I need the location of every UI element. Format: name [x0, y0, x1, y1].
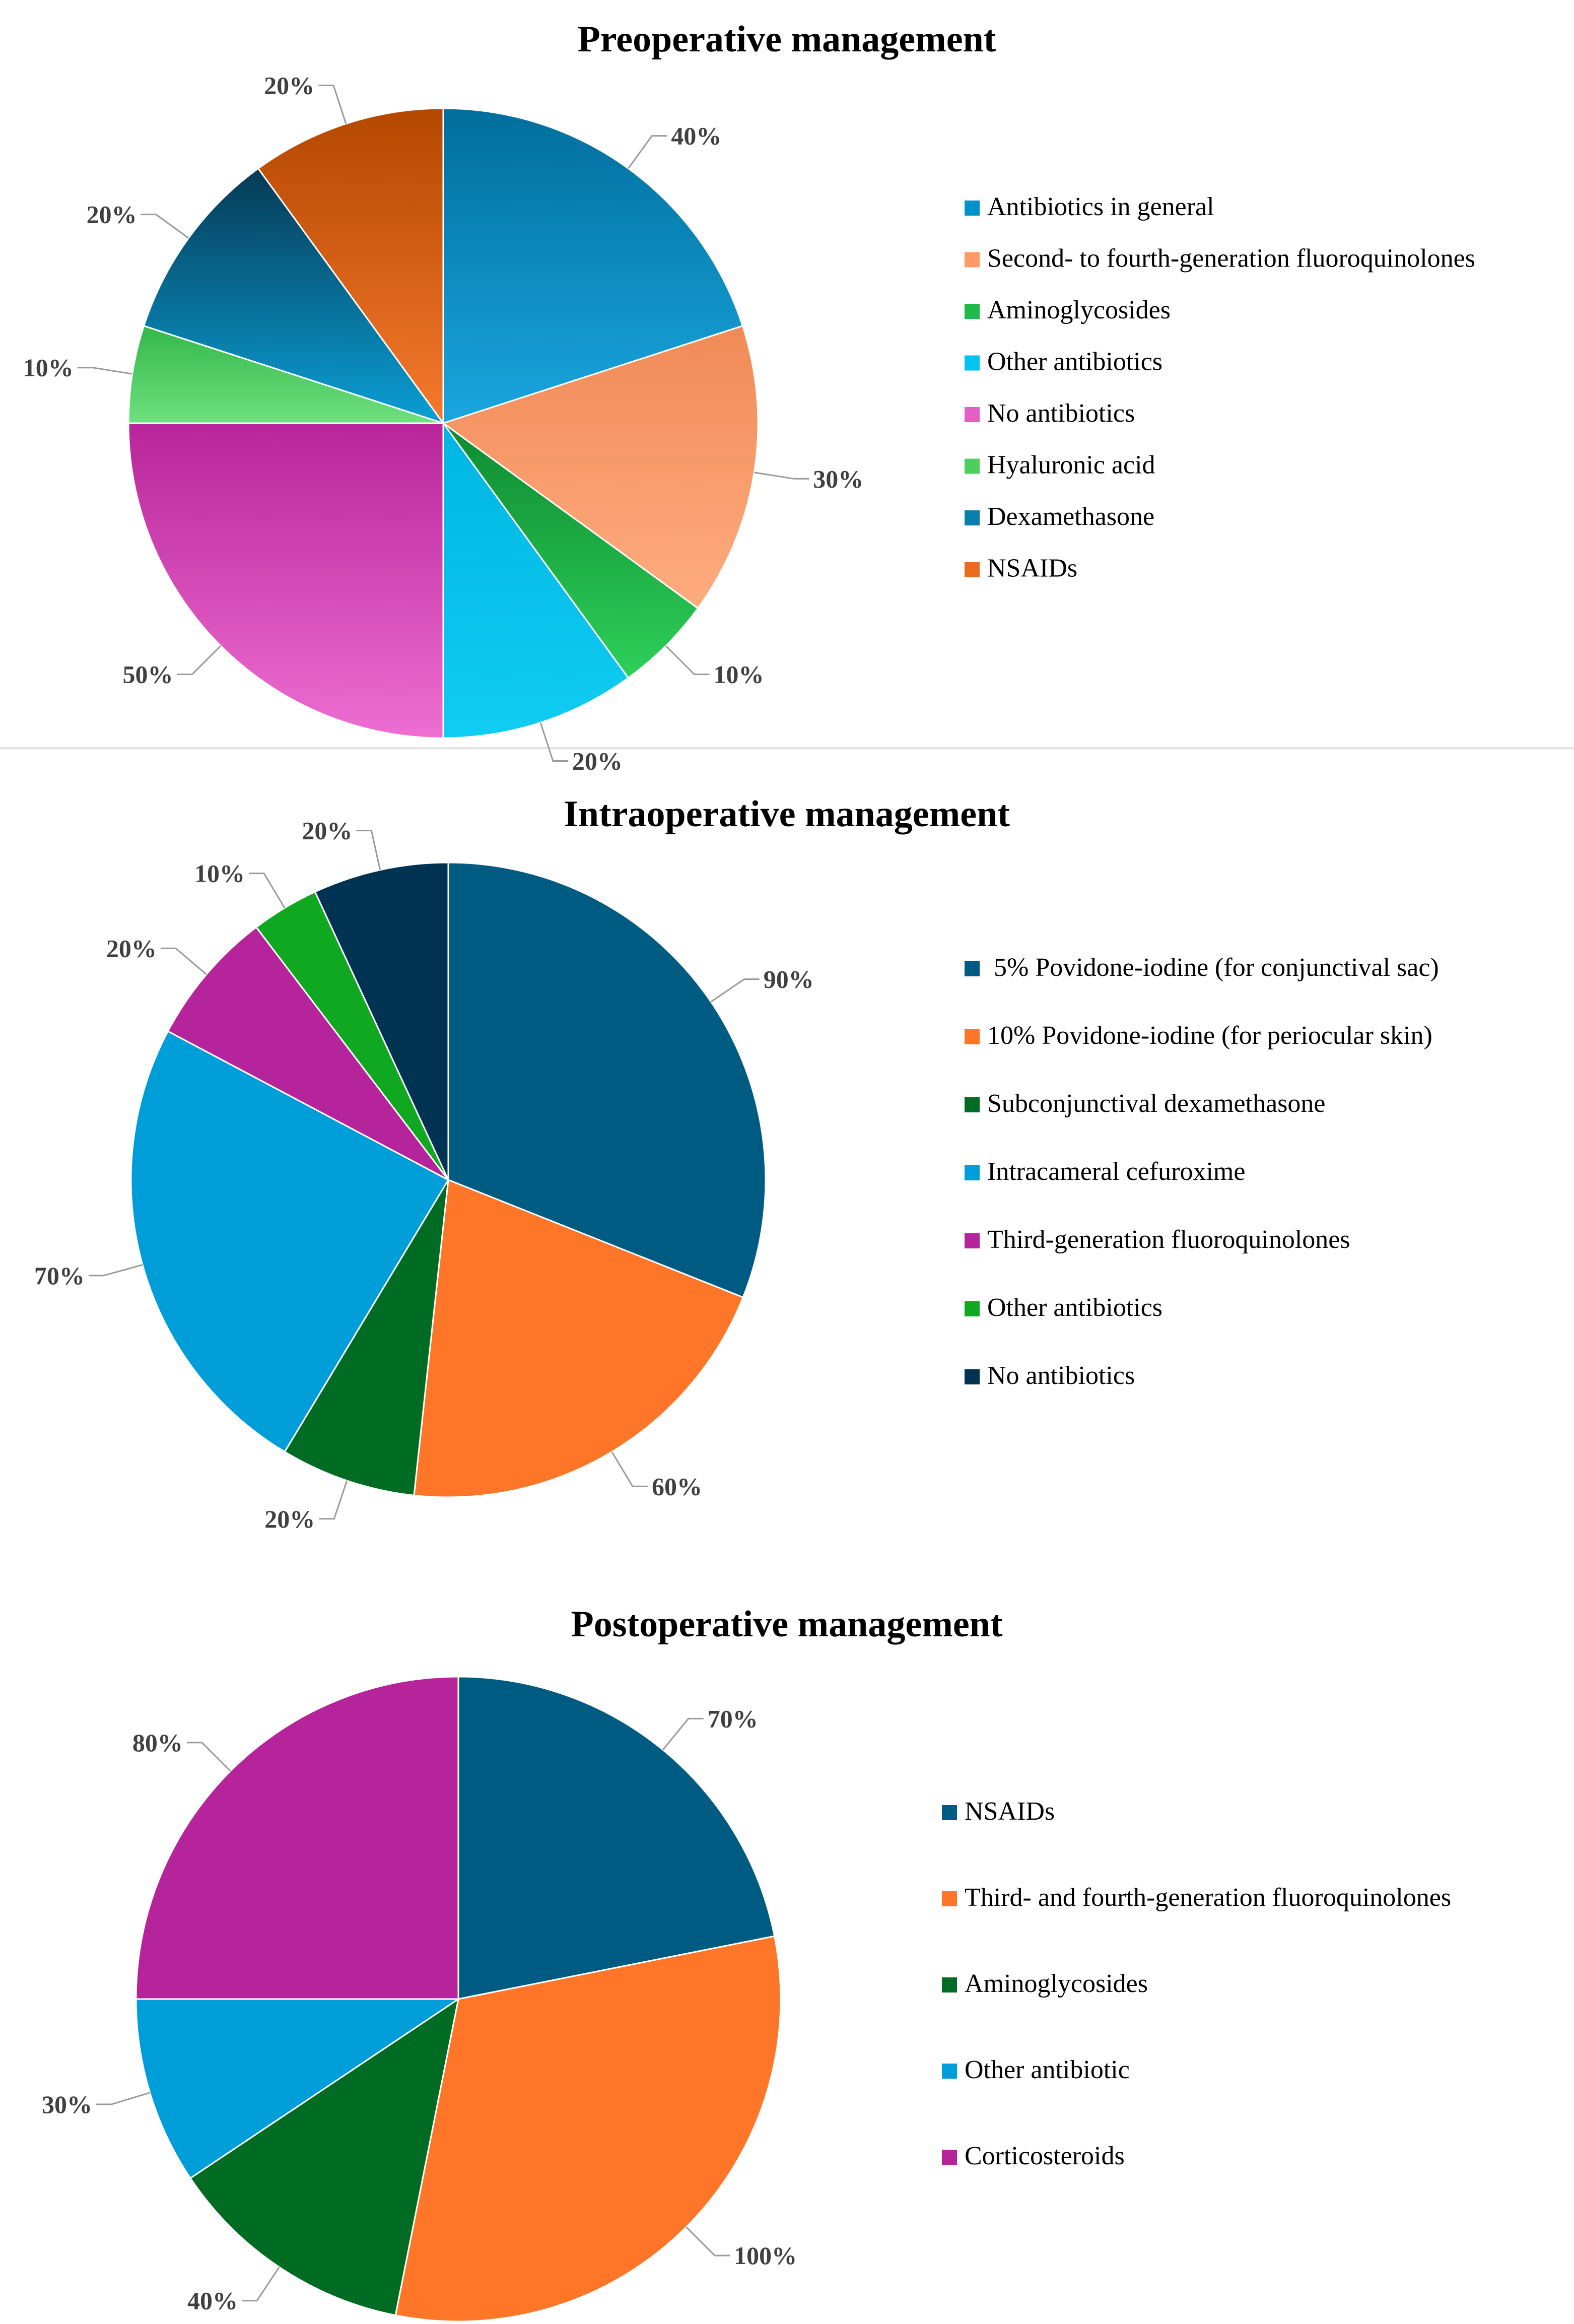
- legend-swatch: [965, 562, 980, 577]
- data-label: 30%: [813, 464, 863, 493]
- legend-label: No antibiotics: [987, 1361, 1135, 1390]
- legend-swatch: [965, 407, 980, 422]
- legend-label: Aminoglycosides: [987, 296, 1171, 324]
- legend-label: Corticosteroids: [965, 2142, 1125, 2170]
- leader-line: [249, 873, 286, 908]
- legend-swatch: [965, 1097, 980, 1112]
- legend-swatch: [965, 510, 980, 525]
- legend-swatch: [965, 304, 980, 319]
- leader-line: [356, 830, 381, 871]
- legend-swatch: [965, 201, 980, 216]
- data-label: 20%: [264, 1505, 315, 1533]
- chart-title: Preoperative management: [578, 19, 996, 60]
- legend-swatch: [942, 1805, 957, 1820]
- leader-line: [319, 1480, 348, 1520]
- leader-line: [77, 367, 132, 375]
- leader-line: [96, 2092, 151, 2105]
- legend-label: NSAIDs: [965, 1797, 1055, 1826]
- legend-label: No antibiotics: [987, 399, 1135, 428]
- pie-slice-5-povidone-iodine-for-conjunctival-sac-: [447, 861, 767, 1299]
- leader-line: [88, 1264, 143, 1277]
- data-label: 20%: [264, 72, 314, 100]
- data-label: 90%: [764, 965, 814, 993]
- leader-line: [611, 1451, 648, 1487]
- legend-label: Other antibiotics: [987, 1293, 1162, 1322]
- pie-slice-no-antibiotics: [127, 422, 444, 739]
- data-label: 70%: [34, 1261, 85, 1290]
- legend-swatch: [965, 961, 980, 976]
- leader-line: [177, 645, 222, 675]
- legend-swatch: [965, 1301, 980, 1316]
- legend-swatch: [965, 1165, 980, 1180]
- leader-line: [242, 2267, 280, 2302]
- legend-swatch: [965, 252, 980, 268]
- pie-chart-2: Intraoperative management 90% 60% 20% 70% 20%…: [34, 793, 1439, 1533]
- data-label: 20%: [572, 747, 623, 775]
- legend-label: Aminoglycosides: [965, 1969, 1148, 1998]
- pie-slice-second-to-fourth-generation-fluoroquinolones: [441, 324, 759, 610]
- leader-line: [141, 214, 189, 239]
- chart-title: Intraoperative management: [564, 793, 1010, 835]
- legend-label: NSAIDs: [987, 554, 1077, 583]
- leader-line: [539, 722, 568, 762]
- data-label: 80%: [132, 1729, 183, 1757]
- data-label: 20%: [106, 934, 157, 962]
- leader-line: [686, 2226, 730, 2256]
- legend-label: Other antibiotics: [987, 348, 1162, 376]
- data-label: 20%: [87, 201, 137, 229]
- leader-line: [710, 978, 760, 1003]
- legend-label: Third-generation fluoroquinolones: [987, 1225, 1350, 1254]
- legend-swatch: [965, 1233, 980, 1248]
- data-label: 100%: [734, 2241, 797, 2270]
- legend-swatch: [942, 1977, 957, 1993]
- legend-swatch: [942, 2150, 957, 2165]
- pie-slice-corticosteroids: [135, 1676, 459, 2000]
- legend-swatch: [942, 2064, 957, 2079]
- data-label: 40%: [671, 122, 721, 150]
- pie-slice-no-antibiotics: [314, 861, 449, 1180]
- data-label: 70%: [708, 1704, 758, 1733]
- chart-title: Postoperative management: [571, 1604, 1003, 1645]
- legend-swatch: [965, 458, 980, 474]
- leader-line: [662, 1717, 704, 1751]
- legend-label: Dexamethasone: [987, 502, 1154, 531]
- data-label: 10%: [194, 859, 245, 888]
- leader-line: [628, 135, 667, 169]
- pie-slice-third-generation-fluoroquinolones: [167, 926, 449, 1181]
- legend-swatch: [965, 1029, 980, 1044]
- pie-chart-1: Preoperative management 40% 30% 10% 20% 50% 10…: [23, 19, 1475, 775]
- leader-line: [160, 947, 207, 975]
- data-label: 50%: [123, 660, 173, 689]
- data-label: 60%: [652, 1472, 702, 1500]
- legend-label: Third- and fourth-generation fluoroquino…: [965, 1883, 1451, 1912]
- pie-slice-other-antibiotics: [442, 421, 630, 739]
- leader-line: [318, 85, 347, 124]
- data-label: 30%: [42, 2090, 92, 2118]
- legend-swatch: [965, 1369, 980, 1384]
- pie-chart-3: Postoperative management 70% 100% 40% 30% 80%…: [42, 1604, 1451, 2322]
- leader-line: [665, 645, 710, 675]
- legend-label: Antibiotics in general: [987, 192, 1214, 221]
- legend-label: Other antibiotic: [965, 2055, 1130, 2084]
- legend-label: Hyaluronic acid: [987, 451, 1155, 480]
- leader-line: [754, 472, 809, 480]
- leader-line: [186, 1742, 231, 1772]
- legend-label: Second- to fourth-generation fluoroquino…: [987, 244, 1475, 273]
- pie-slice-nsaids: [257, 107, 444, 426]
- legend-label: Intracameral cefuroxime: [987, 1157, 1245, 1186]
- data-label: 10%: [714, 660, 764, 689]
- legend-label: 10% Povidone-iodine (for periocular skin…: [987, 1021, 1432, 1050]
- data-label: 20%: [302, 817, 352, 845]
- legend-label: 5% Povidone-iodine (for conjunctival sac…: [987, 953, 1439, 982]
- data-label: 10%: [23, 354, 74, 382]
- pie-slice-dexamethasone: [143, 167, 445, 425]
- legend-swatch: [965, 355, 980, 371]
- legend-swatch: [942, 1891, 957, 1906]
- data-label: 40%: [187, 2287, 238, 2315]
- legend-label: Subconjunctival dexamethasone: [987, 1089, 1325, 1118]
